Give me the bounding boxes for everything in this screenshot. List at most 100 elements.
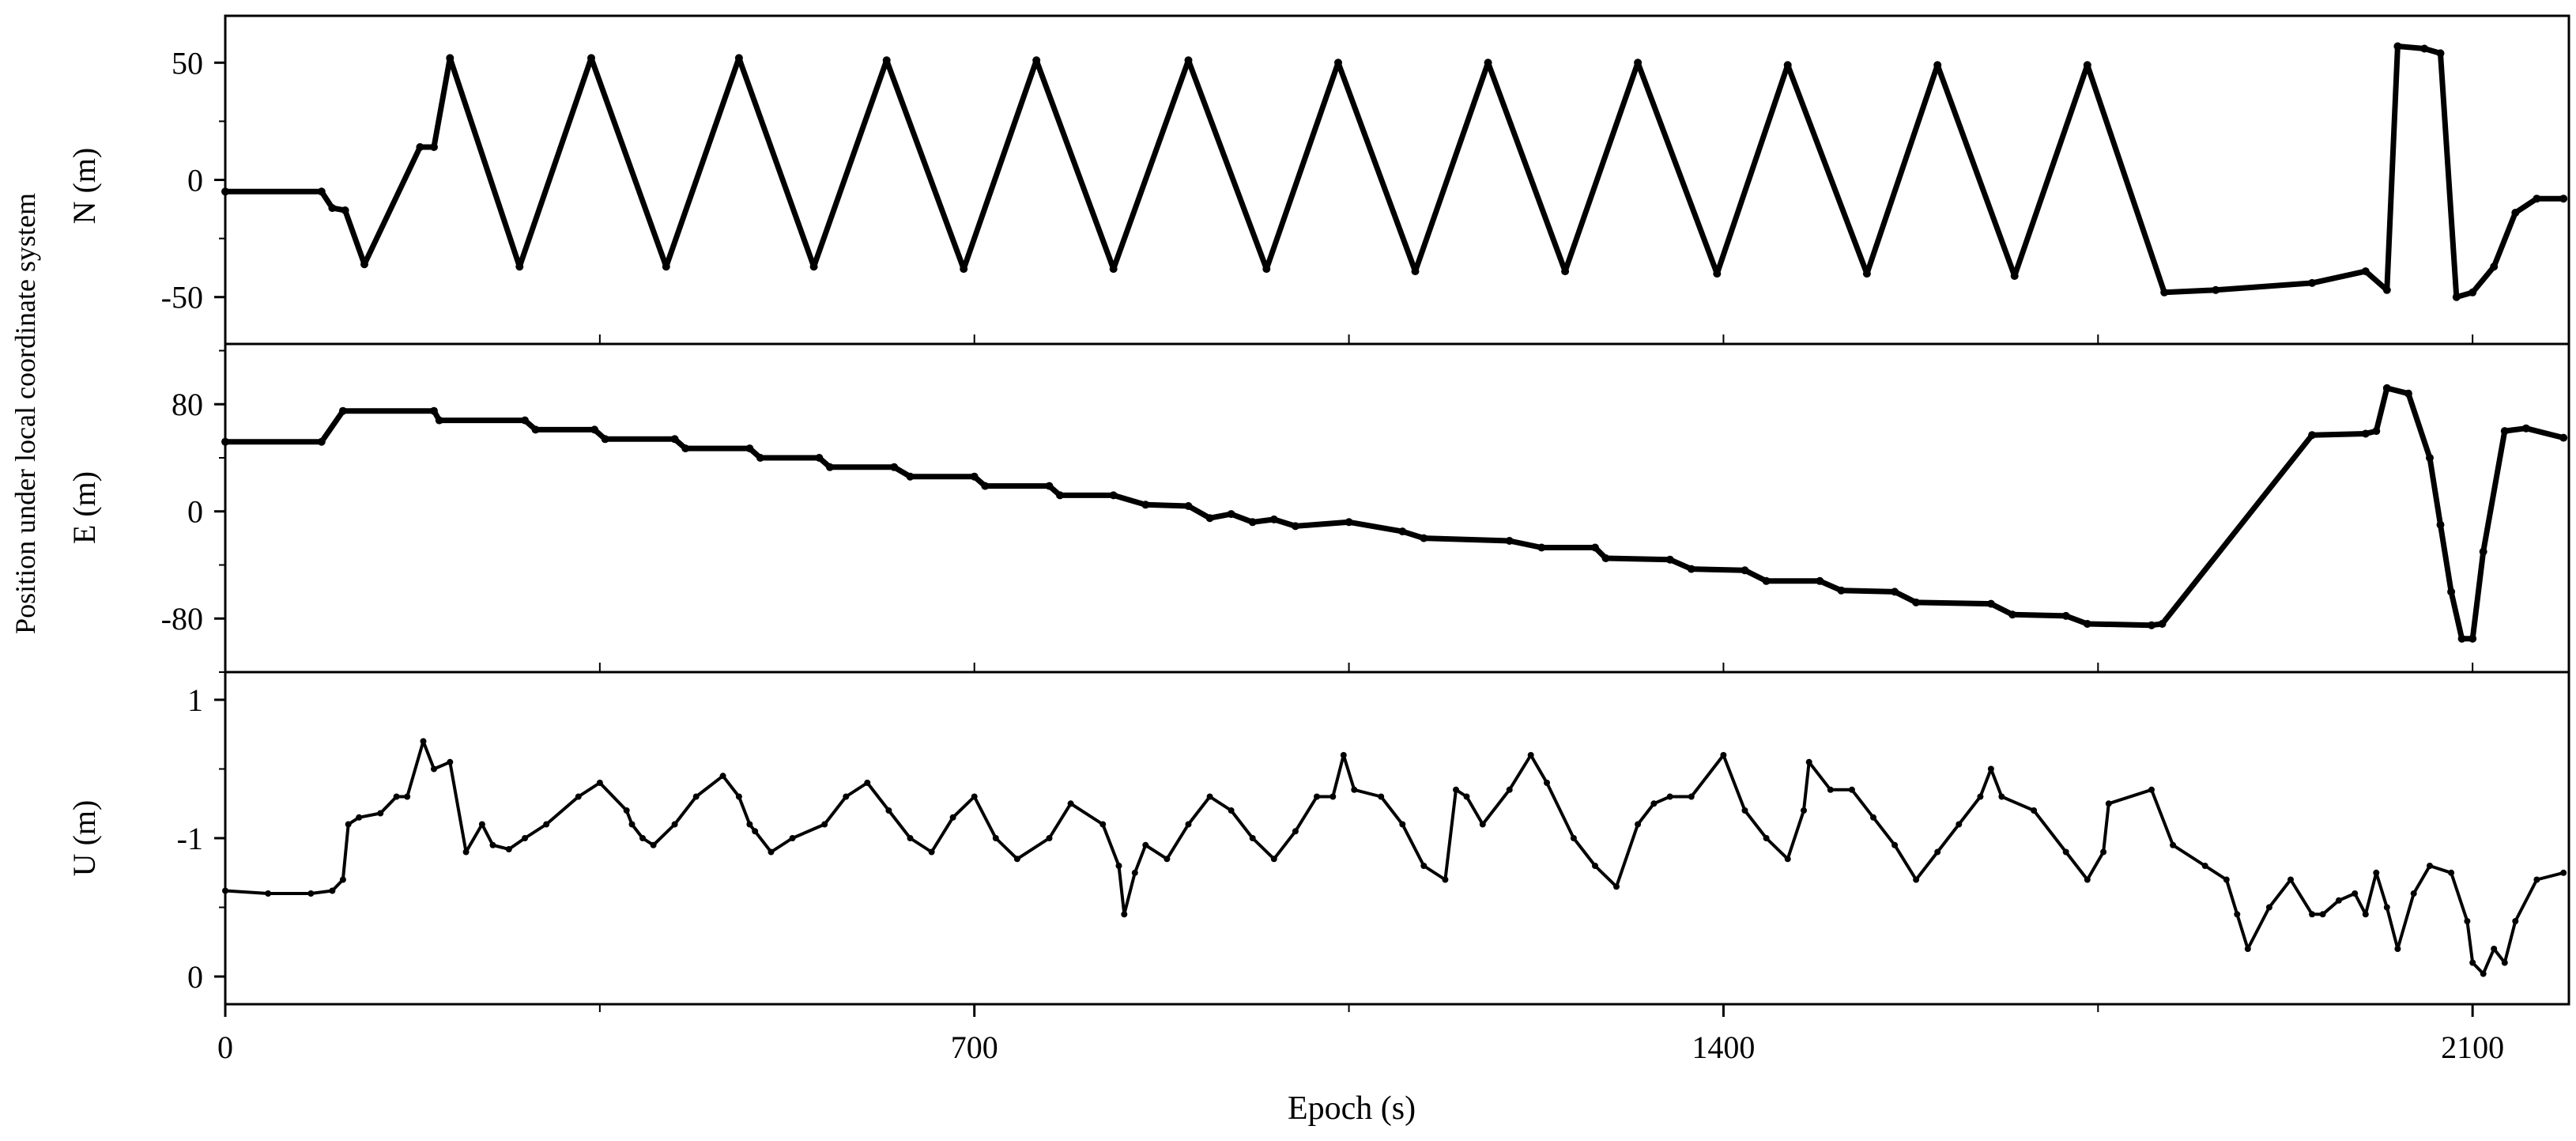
panel-E-point (2500, 427, 2509, 436)
panel-N-ytick-label: 50 (172, 45, 203, 81)
panel-E-point (1891, 588, 1899, 596)
panel-E-point (1291, 522, 1299, 531)
panel-E-point (2061, 611, 2070, 620)
panel-U-point (1099, 821, 1107, 828)
panel-N-point (446, 54, 454, 62)
x-tick-label: 700 (951, 1030, 998, 1065)
panel-U-point (2100, 848, 2107, 856)
panel-U-point (639, 835, 646, 841)
x-axis-label: Epoch (s) (1288, 1090, 1416, 1127)
panel-E-point (2447, 588, 2456, 596)
panel-N-point (1783, 61, 1792, 70)
panel-U-point (2170, 841, 2177, 848)
panel-E-point (2404, 389, 2412, 398)
panel-N-point (2393, 42, 2402, 51)
panel-N-point (809, 263, 818, 271)
panel-U-point (1131, 869, 1138, 876)
panel-E-ytick-label: -80 (161, 601, 203, 637)
panel-U-point (768, 848, 775, 856)
panel-U-point (1351, 786, 1358, 793)
panel-U-point (650, 841, 657, 848)
panel-E-series (221, 383, 2568, 643)
panel-E-point (906, 472, 915, 481)
panel-N-point (2559, 195, 2568, 203)
panel-U-point (2383, 904, 2390, 911)
panel-U-point (1420, 863, 1428, 869)
panel-U-series (222, 738, 2567, 977)
panel-U-point (971, 793, 978, 800)
panel-E-point (681, 444, 690, 453)
panel-N-point (734, 54, 743, 62)
panel-E-point (2479, 547, 2487, 556)
panel-E-point (1248, 518, 1257, 527)
panel-E-point (2008, 610, 2016, 619)
panel-U-point (489, 841, 496, 848)
panel-E-point (1205, 514, 1214, 523)
panel-U-point (2533, 876, 2540, 883)
panel-N-point (587, 54, 595, 62)
panel-E-point (1762, 576, 1771, 585)
panel-U-point (1142, 841, 1149, 848)
panel-U-point (2410, 890, 2417, 897)
panel-U-point (1013, 856, 1020, 863)
panel-N-point (2083, 61, 2091, 70)
panel-N-point (1262, 265, 1271, 274)
panel-N-point (960, 265, 968, 274)
panel-N-point (2511, 209, 2520, 217)
panel-E-point (2148, 621, 2155, 629)
panel-N-point (2010, 272, 2019, 280)
panel-U-point (1977, 793, 1984, 800)
panel-U-point (949, 814, 956, 821)
panel-E-point (2559, 433, 2568, 442)
panel-U-point (2084, 876, 2091, 883)
panel-U-point (1891, 841, 1899, 848)
panel-E-ytick-label: 80 (172, 387, 203, 422)
panel-U-point (2480, 970, 2487, 977)
panel-U-point (1592, 863, 1598, 869)
panel-N-point (662, 263, 670, 271)
panel-E-point (601, 435, 609, 444)
panel-U-point (1987, 765, 1994, 773)
panel-U-point (928, 848, 935, 856)
panel-N-point (2382, 285, 2391, 294)
panel-U-point (478, 821, 485, 828)
panel-E-point (1741, 566, 1749, 575)
panel-U-point (2362, 911, 2369, 918)
panel-N-point (2308, 278, 2317, 287)
panel-E-point (756, 454, 764, 462)
panel-N-point (1184, 56, 1193, 65)
panel-U-point (1270, 856, 1277, 863)
panel-E: E (m) 80 0 -80 (66, 342, 2570, 674)
panel-E-point (2361, 429, 2370, 438)
panel-E-point (2457, 634, 2466, 643)
panel-E-point (1665, 555, 1674, 564)
panel-U-point (1340, 752, 1347, 758)
panel-N-point (341, 206, 349, 214)
panel-E-point (435, 416, 443, 425)
panel-E-point (531, 425, 540, 434)
panel-E-point (521, 416, 530, 425)
panel-U-point (843, 793, 850, 800)
panel-U-point (719, 773, 726, 780)
panel-U-point (623, 807, 630, 814)
panel-U-point (1688, 793, 1695, 800)
panel-N-point (1334, 59, 1342, 67)
panel-U: U (m) 1 -1 0 (66, 671, 2570, 1006)
panel-U-point (992, 835, 999, 841)
panel-E-point (1141, 501, 1150, 509)
panel-E-point (1227, 510, 1235, 519)
panel-U-point (505, 846, 512, 852)
panel-U-point (752, 828, 759, 835)
panel-N-point (1484, 59, 1492, 67)
panel-U-point (420, 738, 427, 745)
panel-U-point (2148, 786, 2155, 793)
panel-E-point (1420, 534, 1428, 542)
panel-E-point (1986, 599, 1995, 608)
panel-U-yticks: 1 -1 0 (177, 682, 225, 995)
panel-U-point (1399, 821, 1406, 828)
panel-E-point (1056, 491, 1064, 500)
panel-E-point (2469, 634, 2477, 643)
panel-E-ylabel: E (m) (66, 471, 102, 544)
panel-E-point (430, 406, 438, 415)
